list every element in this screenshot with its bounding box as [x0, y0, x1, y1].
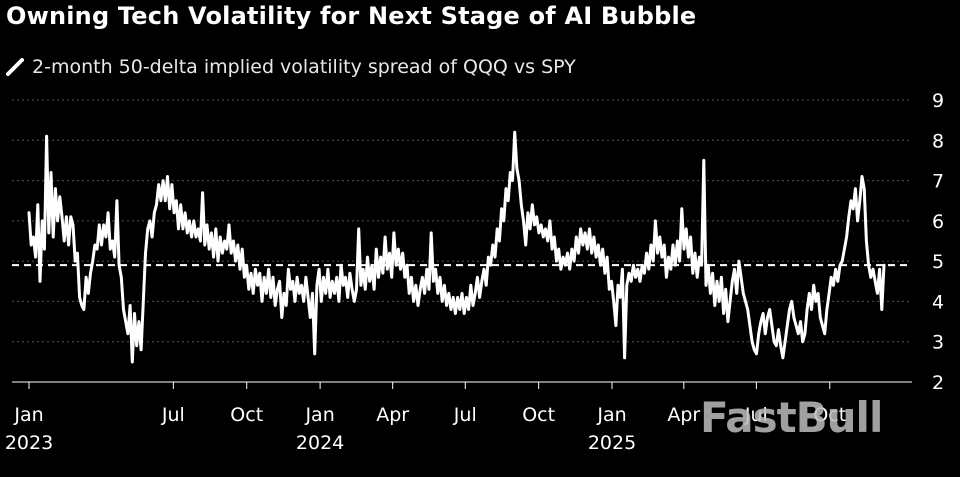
- y-tick-label: 8: [932, 130, 944, 152]
- x-tick-year-label: 2025: [588, 432, 636, 454]
- series-line-qqq-spy-spread: [27, 130, 886, 364]
- x-tick-label: Jul: [161, 404, 185, 426]
- legend: 2-month 50-delta implied volatility spre…: [6, 56, 576, 78]
- legend-label: 2-month 50-delta implied volatility spre…: [32, 56, 576, 78]
- x-tick-label: Oct: [230, 404, 263, 426]
- x-tick-label: Jan: [304, 404, 334, 426]
- x-tick-label: Oct: [522, 404, 555, 426]
- x-tick-label: Jan: [13, 404, 43, 426]
- y-tick-label: 2: [932, 372, 944, 394]
- chart-title: Owning Tech Volatility for Next Stage of…: [6, 2, 697, 30]
- y-tick-label: 5: [932, 251, 944, 273]
- legend-swatch-icon: [6, 58, 24, 76]
- watermark-logo: FastBull: [700, 393, 883, 442]
- y-tick-label: 4: [932, 291, 944, 313]
- y-tick-label: 6: [932, 211, 944, 233]
- x-tick-label: Apr: [667, 404, 700, 426]
- y-tick-label: 9: [932, 90, 944, 112]
- y-tick-label: 3: [932, 332, 944, 354]
- x-tick-label: Jul: [453, 404, 477, 426]
- x-tick-label: Oct: [813, 404, 846, 426]
- x-tick-label: Jul: [744, 404, 768, 426]
- x-tick-label: Jan: [596, 404, 626, 426]
- y-tick-label: 7: [932, 171, 944, 193]
- x-tick-label: Apr: [376, 404, 409, 426]
- x-tick-year-label: 2023: [5, 432, 53, 454]
- x-tick-year-label: 2024: [296, 432, 344, 454]
